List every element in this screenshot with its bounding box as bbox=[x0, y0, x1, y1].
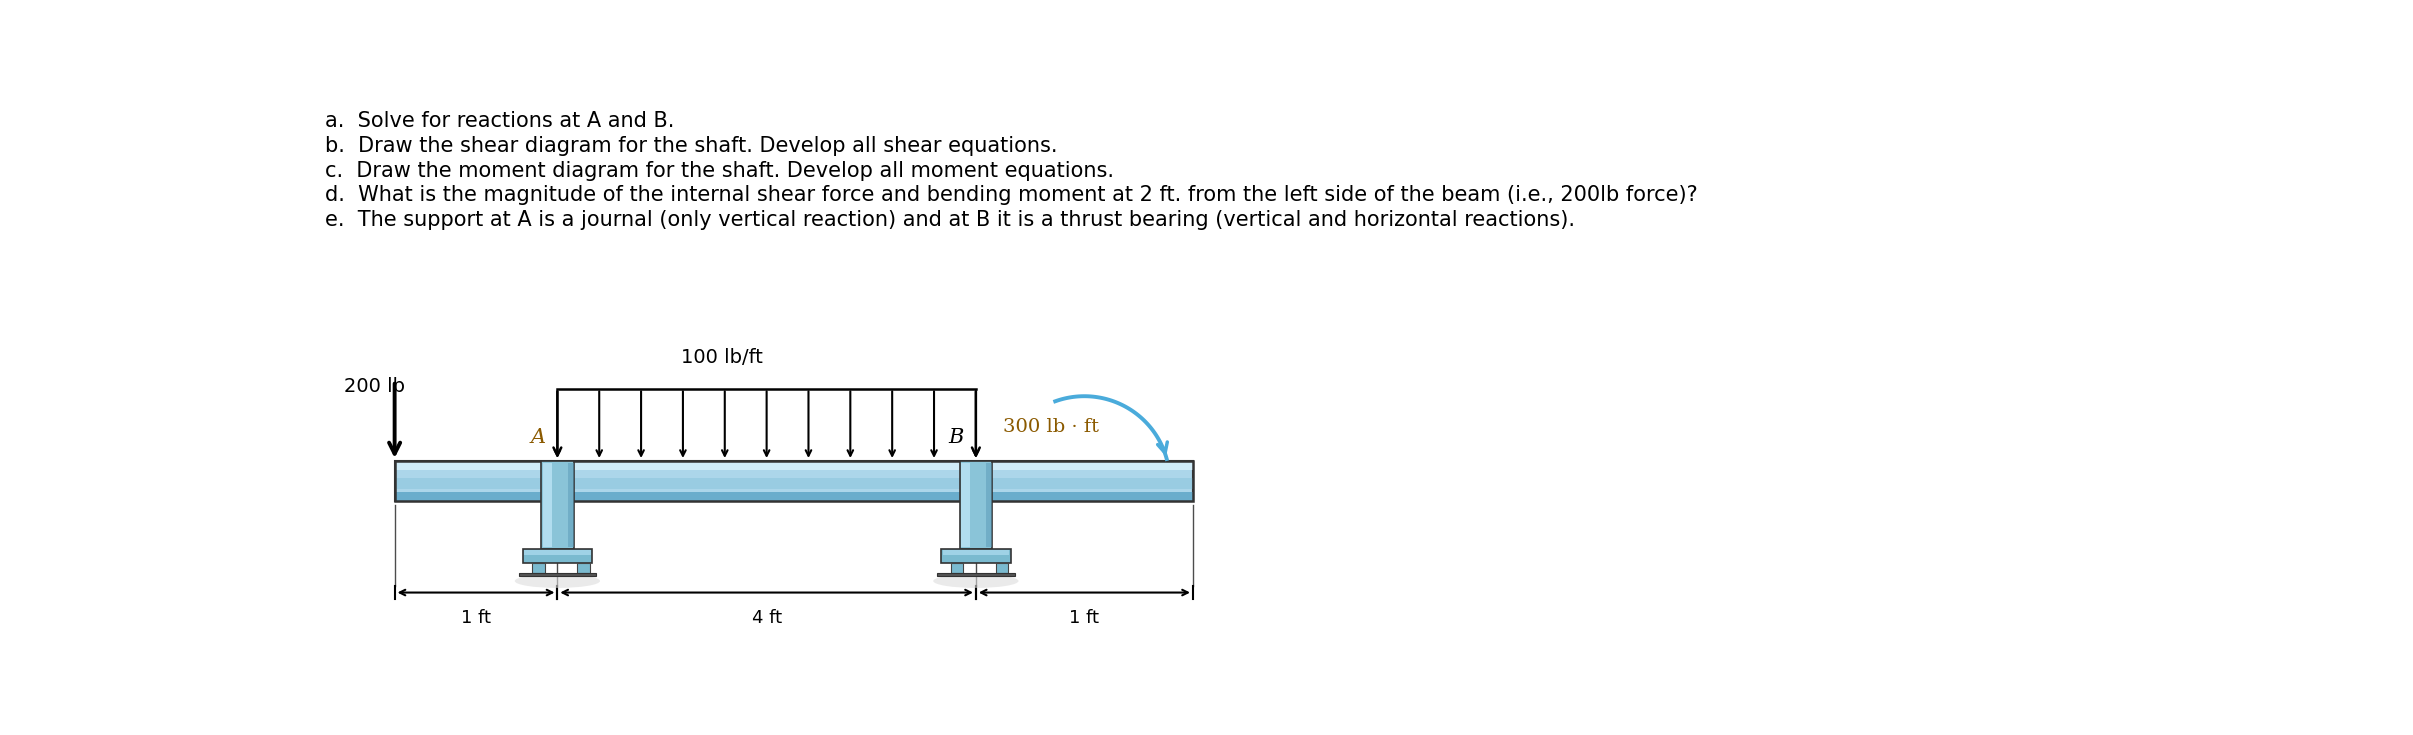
Ellipse shape bbox=[934, 574, 1018, 588]
Text: A: A bbox=[531, 428, 545, 447]
Bar bbox=[987, 463, 992, 547]
Text: 200 lb: 200 lb bbox=[345, 377, 405, 396]
Bar bbox=[960, 463, 970, 547]
Ellipse shape bbox=[514, 574, 601, 588]
Bar bbox=[541, 461, 574, 550]
Bar bbox=[951, 563, 963, 573]
Bar bbox=[396, 492, 1192, 501]
Text: e.  The support at A is a journal (only vertical reaction) and at B it is a thru: e. The support at A is a journal (only v… bbox=[326, 210, 1576, 230]
Text: b.  Draw the shear diagram for the shaft. Develop all shear equations.: b. Draw the shear diagram for the shaft.… bbox=[326, 136, 1057, 156]
Bar bbox=[960, 461, 992, 550]
Text: 100 lb/ft: 100 lb/ft bbox=[680, 348, 763, 367]
Text: c.  Draw the moment diagram for the shaft. Develop all moment equations.: c. Draw the moment diagram for the shaft… bbox=[326, 160, 1115, 181]
Bar bbox=[533, 563, 545, 573]
Bar bbox=[943, 551, 1009, 555]
Bar bbox=[941, 550, 1011, 563]
Bar bbox=[936, 573, 1013, 576]
Bar bbox=[997, 563, 1009, 573]
Text: B: B bbox=[948, 428, 965, 447]
Text: d.  What is the magnitude of the internal shear force and bending moment at 2 ft: d. What is the magnitude of the internal… bbox=[326, 185, 1699, 205]
Bar bbox=[524, 550, 591, 563]
Bar bbox=[567, 463, 574, 547]
Bar bbox=[519, 573, 596, 576]
Bar bbox=[577, 563, 589, 573]
Bar bbox=[543, 463, 553, 547]
Bar bbox=[396, 461, 1192, 470]
Text: a.  Solve for reactions at A and B.: a. Solve for reactions at A and B. bbox=[326, 111, 673, 132]
Bar bbox=[524, 551, 591, 555]
Text: 1 ft: 1 ft bbox=[461, 609, 490, 628]
Bar bbox=[396, 461, 1192, 501]
Text: 4 ft: 4 ft bbox=[750, 609, 782, 628]
Text: 300 lb · ft: 300 lb · ft bbox=[1004, 418, 1098, 437]
Text: 1 ft: 1 ft bbox=[1069, 609, 1100, 628]
Bar bbox=[396, 478, 1192, 489]
Bar bbox=[396, 461, 1192, 501]
